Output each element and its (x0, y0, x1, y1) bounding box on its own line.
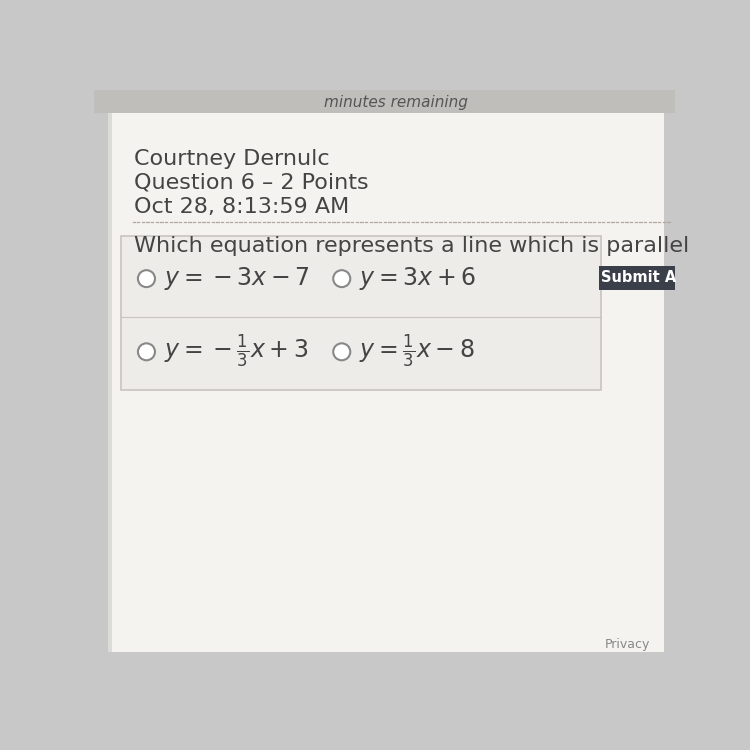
Text: $y = 3x + 6$: $y = 3x + 6$ (358, 266, 476, 292)
Text: Privacy: Privacy (604, 638, 650, 651)
Text: Oct 28, 8:13:59 AM: Oct 28, 8:13:59 AM (134, 197, 350, 217)
FancyBboxPatch shape (94, 90, 675, 113)
Text: Courtney Dernulc: Courtney Dernulc (134, 149, 330, 170)
Circle shape (138, 344, 155, 360)
Text: $y = -\frac{1}{3}x + 3$: $y = -\frac{1}{3}x + 3$ (164, 333, 308, 370)
Circle shape (333, 270, 350, 287)
Circle shape (333, 344, 350, 360)
Text: $y = -3x - 7$: $y = -3x - 7$ (164, 266, 309, 292)
FancyBboxPatch shape (108, 113, 112, 652)
Text: Question 6 – 2 Points: Question 6 – 2 Points (134, 172, 369, 193)
Text: Submit A: Submit A (602, 269, 676, 284)
Text: minutes remaining: minutes remaining (324, 94, 468, 110)
Text: $y = \frac{1}{3}x - 8$: $y = \frac{1}{3}x - 8$ (358, 333, 474, 370)
Circle shape (138, 270, 155, 287)
Text: Which equation represents a line which is parallel: Which equation represents a line which i… (134, 236, 689, 256)
FancyBboxPatch shape (121, 236, 602, 390)
FancyBboxPatch shape (108, 113, 664, 652)
FancyBboxPatch shape (599, 266, 675, 290)
